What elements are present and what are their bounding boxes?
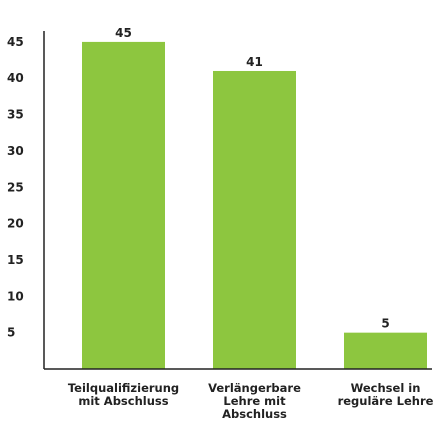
data-label: 5 xyxy=(381,317,389,331)
y-tick-label: 15 xyxy=(7,253,24,267)
y-tick-label: 40 xyxy=(7,71,24,85)
data-label: 45 xyxy=(115,26,132,40)
y-tick-label: 10 xyxy=(7,289,24,303)
data-labels: 45 41 5 xyxy=(115,26,390,331)
y-tick-label: 25 xyxy=(7,180,24,194)
y-tick-label: 5 xyxy=(7,326,15,340)
y-tick-label: 20 xyxy=(7,217,24,231)
y-tick-label: 30 xyxy=(7,144,24,158)
bar xyxy=(344,332,427,369)
category-label: Wechsel in reguläre Lehre xyxy=(338,381,434,408)
bar xyxy=(82,41,165,369)
data-label: 41 xyxy=(246,55,263,69)
bars xyxy=(82,41,427,370)
bar xyxy=(213,70,296,370)
category-label: Teilqualifizierung mit Abschluss xyxy=(68,381,179,408)
category-labels: Teilqualifizierung mit Abschluss Verlänger… xyxy=(68,381,434,421)
y-tick-label: 45 xyxy=(7,35,24,49)
y-tick-label: 35 xyxy=(7,108,24,122)
y-axis-ticks: 5 10 15 20 25 30 35 40 45 xyxy=(7,35,24,340)
category-label: Verlängerbare Lehre mit Abschluss xyxy=(208,381,301,421)
